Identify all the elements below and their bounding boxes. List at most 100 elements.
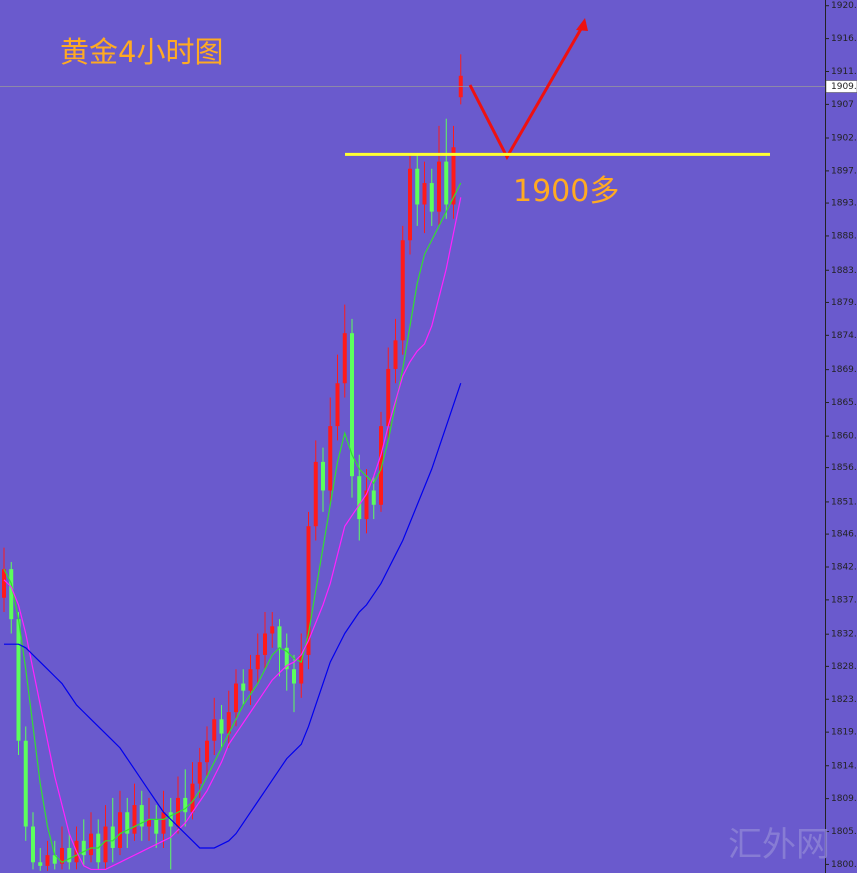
candle-body — [139, 805, 144, 827]
candle-body — [393, 340, 398, 369]
y-tick-label: 1819.2 — [831, 728, 857, 738]
candle-body — [415, 168, 420, 205]
candle-body — [379, 426, 383, 505]
candle-body — [277, 626, 282, 648]
candle-body — [132, 805, 137, 834]
candle-body — [284, 647, 289, 670]
y-tick-label: 1860.6 — [831, 432, 857, 442]
candle-body — [154, 819, 159, 834]
candle-body — [234, 683, 238, 713]
candle-body — [292, 669, 296, 684]
y-tick-label: 1869.9 — [831, 365, 857, 375]
candle-body — [67, 847, 72, 863]
candle-body — [328, 426, 333, 491]
candle-body — [147, 819, 151, 827]
candle-body — [335, 383, 340, 427]
y-tick-label: 1856.2 — [831, 463, 857, 473]
y-tick-label: 1865.3 — [831, 398, 857, 408]
candle-body — [241, 683, 246, 691]
y-tick-label: 1809.9 — [831, 794, 857, 804]
y-tick-label: 1814.5 — [831, 761, 857, 771]
candle-body — [52, 855, 57, 864]
candle-body — [400, 240, 405, 341]
candle-body — [429, 183, 434, 212]
candle-body — [451, 147, 456, 205]
y-tick-label: 1837.7 — [831, 595, 857, 605]
candle-body — [212, 719, 217, 741]
candle-body — [248, 669, 253, 691]
candle-body — [125, 812, 130, 834]
candle-body — [299, 654, 304, 684]
candle-body — [255, 654, 260, 670]
candle-body — [263, 633, 267, 655]
current-price-box — [825, 80, 857, 93]
watermark: 汇外网 — [728, 825, 830, 865]
y-tick-label: 1879.3 — [831, 298, 857, 308]
candle-body — [60, 847, 64, 864]
candle-body — [437, 161, 441, 212]
y-tick-label: 1832.9 — [831, 630, 857, 640]
candle-body — [226, 712, 231, 734]
y-tick-label: 1916.2 — [831, 34, 857, 44]
y-tick-label: 1883.8 — [831, 266, 857, 276]
y-tick-label: 1846.9 — [831, 530, 857, 540]
y-tick-label: 1805.3 — [831, 827, 857, 837]
annotation: 1900多 — [513, 174, 619, 209]
candle-body — [110, 826, 115, 848]
moving-average — [4, 383, 462, 849]
y-tick-label: 1902.3 — [831, 133, 857, 143]
candle-body — [81, 840, 86, 856]
candle-body — [45, 855, 50, 866]
y-tick-label: 1828.4 — [831, 662, 857, 672]
candle-body — [371, 490, 376, 505]
candle-body — [103, 826, 108, 863]
candle-body — [16, 619, 21, 741]
candle-body — [89, 833, 93, 856]
candle-body — [422, 183, 427, 205]
y-tick-label: 1897.7 — [831, 166, 857, 176]
candle-body — [205, 740, 209, 763]
y-tick-label: 1851.4 — [831, 497, 857, 507]
y-tick-label: 1907 — [831, 100, 854, 110]
candle-body — [38, 862, 43, 866]
moving-average — [3, 182, 462, 864]
y-tick-label: 1888.6 — [831, 231, 857, 241]
candle-body — [408, 168, 412, 241]
candle-body — [306, 526, 311, 655]
arrow-head — [576, 18, 588, 31]
candle-body — [190, 783, 195, 813]
candle-body — [444, 161, 449, 205]
candle-body — [183, 797, 188, 813]
price-axis: 1920.8 1916.2 1911.6 1907 1902.3 1897.7 1893.2… — [825, 1, 857, 870]
moving-average — [3, 197, 462, 871]
candle-body — [386, 368, 391, 427]
candle-body — [118, 812, 122, 848]
candle-body — [270, 626, 275, 634]
candle-body — [357, 476, 362, 520]
candle-body — [313, 461, 318, 527]
candle-body — [197, 762, 202, 784]
current-price-label: 1909.5 — [831, 82, 857, 92]
y-tick-label: 1893.2 — [831, 199, 857, 209]
candle-body — [9, 569, 14, 620]
candle-body — [2, 569, 6, 598]
arrow-path — [468, 21, 587, 161]
y-tick-label: 1920.8 — [831, 1, 857, 11]
candle-body — [219, 719, 224, 734]
candle-body — [350, 333, 354, 477]
y-tick-label: 1823.8 — [831, 695, 857, 705]
candle-body — [31, 826, 35, 863]
candle-body — [321, 461, 325, 491]
chart-title: 黄金4小时图 — [60, 35, 223, 69]
candle-body — [342, 333, 347, 384]
y-tick-label: 1842.3 — [831, 562, 857, 572]
y-tick-label: 1800.7 — [831, 860, 857, 870]
candle-body — [161, 812, 166, 834]
candle-body — [23, 740, 28, 827]
plot-area — [0, 54, 825, 871]
candle-body — [364, 490, 369, 520]
y-tick-label: 1874.7 — [831, 331, 857, 341]
y-tick-label: 1911.6 — [831, 67, 857, 77]
